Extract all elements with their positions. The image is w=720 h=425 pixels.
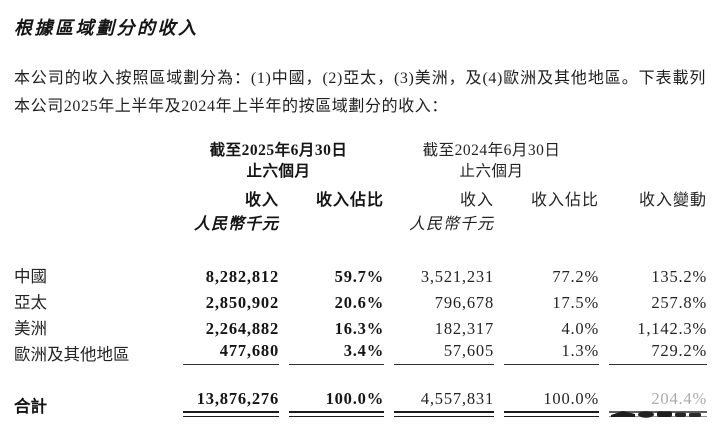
revenue-2024-value: 796,678 [434,293,495,312]
region-label: 歐洲及其他地區 [14,345,130,364]
unit-spacer [494,210,599,234]
intro-paragraph: 本公司的收入按照區域劃分為：(1)中國，(2)亞太，(3)美洲，及(4)歐洲及其… [14,70,706,115]
unit-label-2025: 人民幣千元 [193,216,279,233]
total-share-2024-value: 100.0% [543,389,600,408]
share-2024-value: 17.5% [552,293,600,312]
group-2024-period-line1: 截至2024年6月30日 [422,142,561,159]
column-header-change: 收入變動 [639,192,708,209]
table-row-americas: 美洲 2,264,882 16.3% 182,317 4.0% 1,142.3% [14,313,707,339]
column-header-revenue-2025: 收入 [244,192,279,209]
share-2024-value: 4.0% [561,319,600,338]
revenue-2024-value: 3,521,231 [420,267,495,286]
revenue-2025-value: 2,850,902 [205,293,279,312]
total-label: 合計 [14,397,47,416]
unit-spacer [14,210,173,234]
revenue-2024-value: 182,317 [434,319,495,338]
subheader-spacer [14,182,173,210]
revenue-2025-value: 2,264,882 [205,319,279,338]
change-value: 729.2% [609,341,708,365]
share-2025-value: 59.7% [334,267,385,286]
region-label: 美洲 [14,319,47,338]
group-2025-period-line1: 截至2025年6月30日 [209,142,348,159]
table-subheader-row: 收入 收入佔比 收入 收入佔比 收入變動 [14,182,707,210]
column-header-revenue-2024: 收入 [460,192,495,209]
share-2025-value: 16.3% [334,319,385,338]
watermark-artifact [611,411,702,418]
table-row-total: 合計 13,876,276 100.0% 4,557,831 100.0% 20… [14,386,708,418]
region-label: 中國 [14,267,47,286]
group-2024-period-line2: 止六個月 [459,163,524,180]
revenue-2025-value: 8,282,812 [205,267,279,286]
double-rule [394,411,495,417]
revenue-by-region-table: 截至2025年6月30日 止六個月 截至2024年6月30日 止六個月 收入 收… [14,136,708,418]
revenue-2025-value: 477,680 [183,341,279,365]
total-change-value: 204.4% [651,389,708,408]
change-value: 135.2% [651,267,708,286]
share-2025-value: 3.4% [289,341,385,365]
header-body-spacer-row [14,234,707,261]
group-header-spacer [14,136,173,182]
share-2024-value: 77.2% [552,267,600,286]
column-header-share-2024: 收入佔比 [531,192,600,209]
column-group-2025: 截至2025年6月30日 止六個月 [173,136,384,182]
table-row-asia-pacific: 亞太 2,850,902 20.6% 796,678 17.5% 257.8% [14,287,707,313]
table-group-header-row: 截至2025年6月30日 止六個月 截至2024年6月30日 止六個月 [14,136,707,182]
table-unit-row: 人民幣千元 人民幣千元 [14,210,707,234]
revenue-2024-value: 57,605 [394,341,495,365]
column-group-2024: 截至2024年6月30日 止六個月 [384,136,599,182]
share-2024-value: 1.3% [504,341,600,365]
double-rule [289,411,385,417]
total-revenue-2024-value: 4,557,831 [420,389,495,408]
group-2025-period-line2: 止六個月 [246,163,311,180]
group-header-spacer [599,136,707,182]
total-revenue-2025-value: 13,876,276 [196,389,279,408]
section-title: 根據區域劃分的收入 [14,18,199,38]
region-label: 亞太 [14,293,47,312]
total-share-2025-value: 100.0% [325,389,385,408]
body-total-spacer-row [14,365,707,386]
change-value: 1,142.3% [637,319,708,338]
change-value: 257.8% [651,293,708,312]
table-row-china: 中國 8,282,812 59.7% 3,521,231 77.2% 135.2… [14,261,707,287]
column-header-share-2025: 收入佔比 [316,192,385,209]
unit-label-2024: 人民幣千元 [409,216,495,233]
unit-spacer [279,210,384,234]
double-rule [183,411,279,417]
table-row-europe-others: 歐洲及其他地區 477,680 3.4% 57,605 1.3% 729.2% [14,339,708,365]
double-rule [504,411,600,417]
unit-spacer [599,210,707,234]
share-2025-value: 20.6% [334,293,385,312]
